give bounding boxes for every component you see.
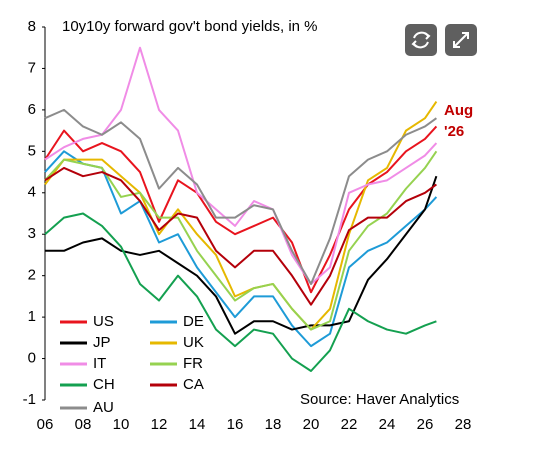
y-tick-label: 4 [28, 184, 36, 201]
series-line [44, 166, 437, 306]
x-tick-label: 26 [417, 416, 434, 433]
x-tick-label: 20 [303, 416, 320, 433]
series-line [44, 46, 438, 285]
series-line [44, 150, 438, 331]
x-tick-label: 16 [227, 416, 244, 433]
y-tick-label: 8 [28, 18, 36, 35]
series-line [44, 125, 438, 294]
y-tick-label: 6 [28, 101, 36, 118]
y-tick-label: 3 [28, 225, 36, 242]
refresh-arrows [411, 32, 431, 48]
series-line [45, 175, 438, 335]
legend-label: CH [93, 376, 115, 393]
legend-label: IT [93, 355, 106, 372]
x-tick-label: 22 [341, 416, 358, 433]
legend-label: US [93, 313, 114, 330]
y-tick-label: 0 [28, 350, 36, 367]
y-tick-label: 2 [28, 267, 36, 284]
series-line [44, 108, 437, 285]
x-tick-label: 12 [151, 416, 168, 433]
annotation: Aug [444, 102, 473, 119]
legend-label: CA [183, 376, 204, 393]
legend-label: DE [183, 313, 204, 330]
legend-label: UK [183, 334, 204, 351]
series-line [44, 212, 437, 372]
y-tick-label: 1 [28, 308, 36, 325]
x-tick-label: 10 [113, 416, 130, 433]
legend-label: FR [183, 355, 203, 372]
x-tick-label: 08 [75, 416, 92, 433]
y-tick-label: 5 [28, 142, 36, 159]
y-tick-label: -1 [23, 391, 36, 408]
expand-icon [453, 32, 469, 48]
legend-label: JP [93, 334, 111, 351]
x-tick-label: 24 [379, 416, 396, 433]
annotation: '26 [444, 123, 464, 140]
source-note: Source: Haver Analytics [300, 391, 459, 408]
x-tick-label: 06 [37, 416, 54, 433]
legend-label: AU [93, 399, 114, 416]
chart-title: 10y10y forward gov't bond yields, in % [62, 18, 318, 35]
x-tick-label: 14 [189, 416, 206, 433]
series-line [44, 150, 438, 348]
expand-button[interactable] [445, 24, 477, 56]
y-tick-label: 7 [28, 59, 36, 76]
x-tick-label: 18 [265, 416, 282, 433]
series-line [44, 101, 438, 331]
refresh-button[interactable] [405, 24, 437, 56]
refresh-button-bg [405, 24, 437, 56]
x-tick-label: 28 [455, 416, 472, 433]
